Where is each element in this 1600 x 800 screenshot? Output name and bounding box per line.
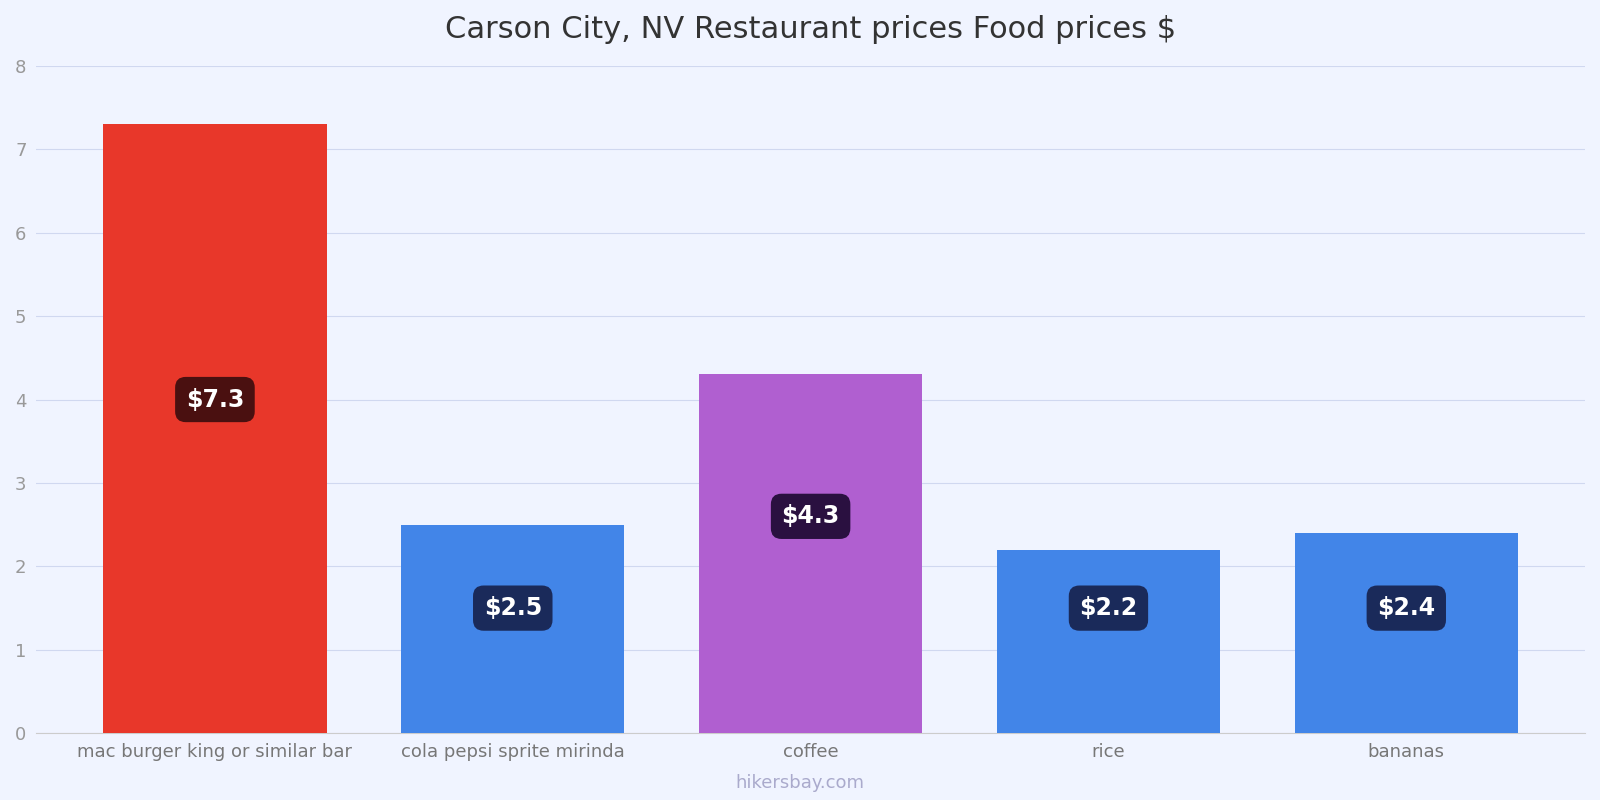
- Text: $2.4: $2.4: [1378, 596, 1435, 620]
- Text: $2.2: $2.2: [1080, 596, 1138, 620]
- Text: $4.3: $4.3: [781, 504, 840, 528]
- Text: $2.5: $2.5: [483, 596, 542, 620]
- Text: $7.3: $7.3: [186, 387, 245, 411]
- Text: hikersbay.com: hikersbay.com: [736, 774, 864, 792]
- Bar: [997, 550, 1221, 734]
- Bar: [699, 374, 922, 734]
- Bar: [104, 124, 326, 734]
- Bar: [1294, 533, 1518, 734]
- Title: Carson City, NV Restaurant prices Food prices $: Carson City, NV Restaurant prices Food p…: [445, 15, 1176, 44]
- Bar: [402, 525, 624, 734]
